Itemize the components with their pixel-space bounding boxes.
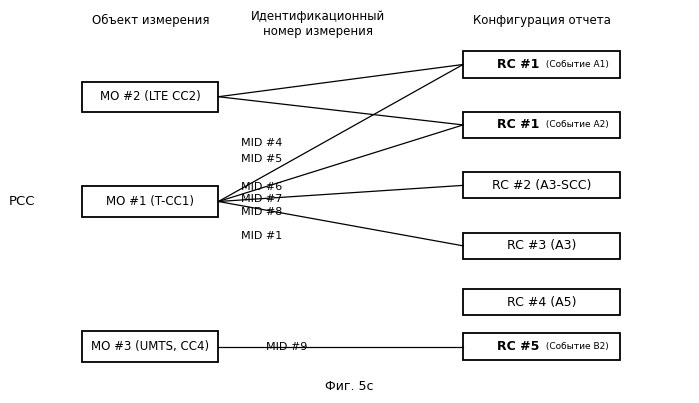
Text: MID #6: MID #6 — [241, 183, 282, 192]
Text: RC #5: RC #5 — [497, 340, 540, 353]
Text: MID #5: MID #5 — [241, 154, 282, 164]
Text: MID #7: MID #7 — [241, 195, 282, 204]
Text: (Событие A2): (Событие A2) — [543, 120, 610, 129]
Text: MID #8: MID #8 — [241, 207, 282, 216]
FancyBboxPatch shape — [463, 233, 621, 259]
Text: MID #1: MID #1 — [241, 231, 282, 241]
Text: RC #2 (A3-SCC): RC #2 (A3-SCC) — [492, 179, 591, 192]
Text: MO #2 (LTE CC2): MO #2 (LTE CC2) — [100, 90, 201, 103]
Text: RC #4 (A5): RC #4 (A5) — [507, 296, 577, 309]
FancyBboxPatch shape — [463, 333, 621, 359]
Text: Фиг. 5c: Фиг. 5c — [325, 380, 374, 393]
Text: (Событие A1): (Событие A1) — [543, 60, 610, 69]
Text: RC #1: RC #1 — [497, 58, 540, 71]
FancyBboxPatch shape — [463, 112, 621, 138]
Text: Конфигурация отчета: Конфигурация отчета — [473, 14, 611, 27]
Text: РСС: РСС — [9, 195, 36, 208]
Text: RC #1: RC #1 — [497, 118, 540, 131]
Text: (Событие B2): (Событие B2) — [543, 342, 610, 351]
FancyBboxPatch shape — [463, 51, 621, 77]
FancyBboxPatch shape — [463, 289, 621, 315]
Text: MID #9: MID #9 — [266, 342, 307, 351]
Text: MO #3 (UMTS, CC4): MO #3 (UMTS, CC4) — [92, 340, 209, 353]
FancyBboxPatch shape — [82, 186, 218, 217]
FancyBboxPatch shape — [463, 172, 621, 198]
FancyBboxPatch shape — [82, 81, 218, 112]
Text: RC #3 (A3): RC #3 (A3) — [507, 239, 577, 252]
Text: Идентификационный
номер измерения: Идентификационный номер измерения — [251, 10, 385, 38]
Text: MO #1 (T-CC1): MO #1 (T-CC1) — [106, 195, 194, 208]
Text: MID #4: MID #4 — [241, 138, 282, 148]
Text: Объект измерения: Объект измерения — [92, 14, 209, 27]
FancyBboxPatch shape — [82, 331, 218, 362]
